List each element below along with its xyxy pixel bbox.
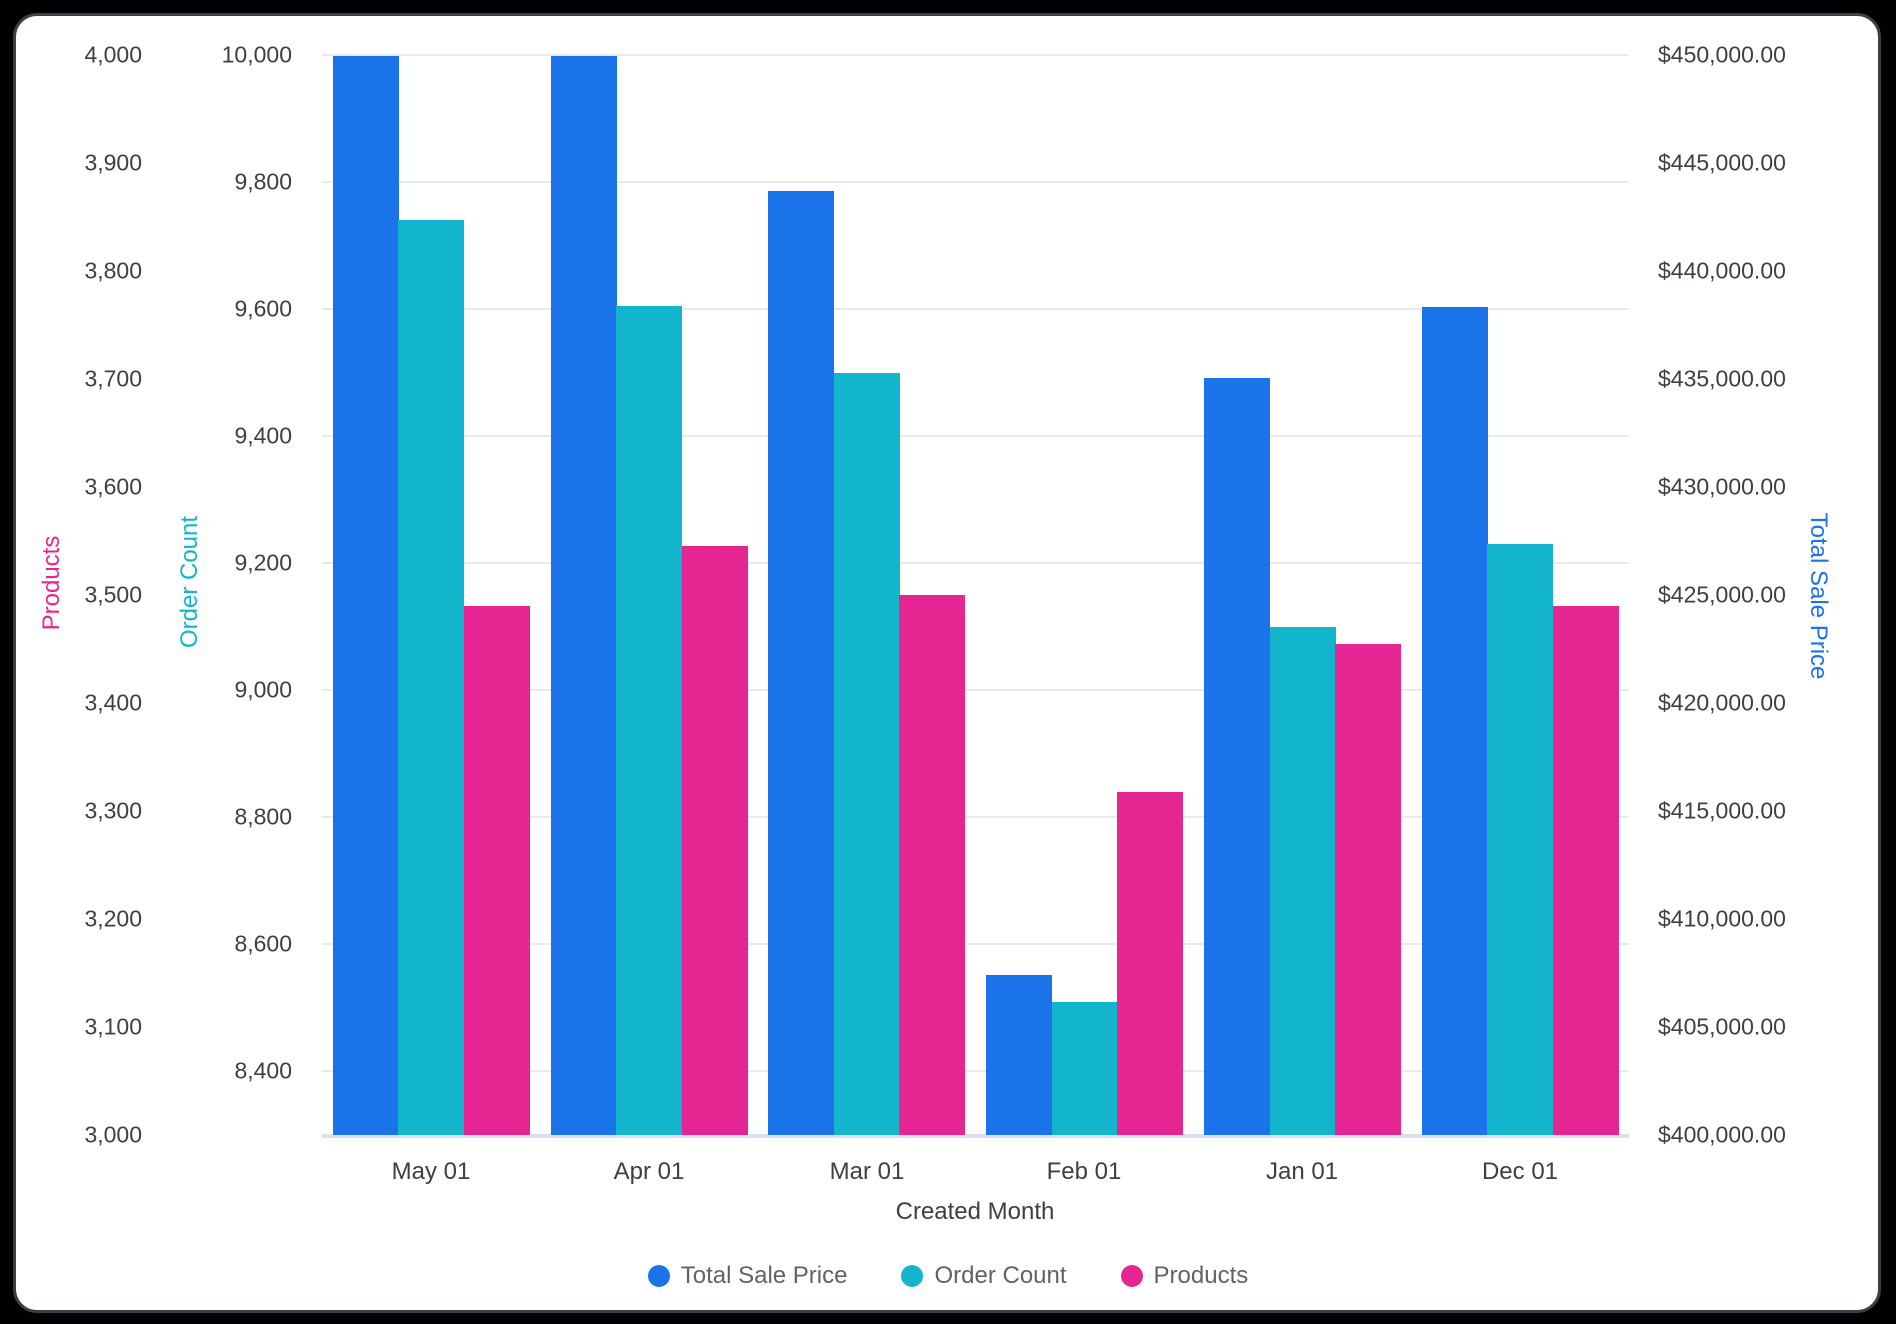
gridline: [322, 181, 1629, 183]
bar-products-jan-01[interactable]: [1335, 644, 1401, 1135]
legend-dot-products: [1120, 1265, 1143, 1287]
legend-dot-total-sale-price: [647, 1265, 670, 1287]
bar-total-sale-price-mar-01[interactable]: [768, 191, 834, 1135]
order-count-axis-title: Order Count: [176, 515, 203, 649]
bar-products-mar-01[interactable]: [899, 595, 965, 1135]
x-axis-tick-mar-01: Mar 01: [829, 1158, 905, 1185]
order-count-axis-tick: 9,200: [234, 549, 292, 576]
bar-order-count-mar-01[interactable]: [834, 373, 900, 1135]
legend-item-products[interactable]: Products: [1120, 1262, 1249, 1290]
x-axis-title: Created Month: [895, 1198, 1055, 1225]
legend-item-total-sale-price[interactable]: Total Sale Price: [647, 1262, 848, 1290]
x-axis-tick-may-01: May 01: [391, 1158, 471, 1185]
bar-order-count-dec-01[interactable]: [1487, 544, 1553, 1135]
gridline: [322, 54, 1629, 56]
x-axis-tick-jan-01: Jan 01: [1265, 1158, 1339, 1185]
products-axis-tick: 3,600: [84, 473, 142, 500]
bar-total-sale-price-dec-01[interactable]: [1422, 307, 1488, 1135]
legend-label: Products: [1153, 1262, 1249, 1289]
bar-order-count-jan-01[interactable]: [1270, 627, 1336, 1135]
gridline: [322, 816, 1629, 818]
bar-products-feb-01[interactable]: [1117, 792, 1183, 1135]
gridline: [322, 689, 1629, 691]
order-count-axis-tick: 9,000: [234, 676, 292, 703]
bar-total-sale-price-apr-01[interactable]: [551, 56, 617, 1135]
bar-order-count-apr-01[interactable]: [616, 306, 682, 1135]
products-axis-tick: 3,400: [84, 689, 142, 716]
products-axis-tick: 4,000: [84, 41, 142, 68]
x-axis-tick-dec-01: Dec 01: [1481, 1158, 1559, 1185]
total-sale-price-axis-tick: $440,000.00: [1658, 257, 1786, 284]
order-count-axis-tick: 9,800: [234, 168, 292, 195]
products-axis-tick: 3,100: [84, 1013, 142, 1040]
products-axis-tick: 3,200: [84, 905, 142, 932]
products-axis-tick: 3,300: [84, 797, 142, 824]
products-axis-tick: 3,500: [84, 581, 142, 608]
gridline: [322, 562, 1629, 564]
total-sale-price-axis-tick: $400,000.00: [1658, 1121, 1786, 1148]
bar-total-sale-price-feb-01[interactable]: [986, 975, 1052, 1135]
total-sale-price-axis-tick: $405,000.00: [1658, 1013, 1786, 1040]
bar-order-count-may-01[interactable]: [398, 220, 464, 1135]
total-sale-price-axis-tick: $410,000.00: [1658, 905, 1786, 932]
legend-dot-order-count: [901, 1265, 924, 1287]
bar-order-count-feb-01[interactable]: [1052, 1002, 1118, 1135]
bar-total-sale-price-jan-01[interactable]: [1204, 378, 1270, 1135]
legend-item-order-count[interactable]: Order Count: [901, 1262, 1067, 1290]
products-axis-tick: 3,800: [84, 257, 142, 284]
products-axis-tick: 3,900: [84, 149, 142, 176]
bar-products-apr-01[interactable]: [682, 546, 748, 1135]
bar-total-sale-price-may-01[interactable]: [333, 56, 399, 1135]
total-sale-price-axis-tick: $430,000.00: [1658, 473, 1786, 500]
total-sale-price-axis-tick: $415,000.00: [1658, 797, 1786, 824]
legend: Total Sale Price Order Count Products: [0, 1262, 1896, 1290]
gridline: [322, 435, 1629, 437]
legend-label: Total Sale Price: [680, 1262, 848, 1289]
total-sale-price-axis-tick: $425,000.00: [1658, 581, 1786, 608]
gridline: [322, 943, 1629, 945]
order-count-axis-tick: 8,600: [234, 930, 292, 957]
total-sale-price-axis-tick: $420,000.00: [1658, 689, 1786, 716]
gridline: [322, 308, 1629, 310]
total-sale-price-axis-tick: $445,000.00: [1658, 149, 1786, 176]
x-axis-line: [322, 1134, 1629, 1138]
products-axis-tick: 3,000: [84, 1121, 142, 1148]
x-axis-tick-feb-01: Feb 01: [1046, 1158, 1122, 1185]
order-count-axis-tick: 9,400: [234, 422, 292, 449]
legend-label: Order Count: [934, 1262, 1067, 1289]
total-sale-price-axis-tick: $435,000.00: [1658, 365, 1786, 392]
order-count-axis-tick: 9,600: [234, 295, 292, 322]
x-axis-tick-apr-01: Apr 01: [613, 1158, 685, 1185]
total-sale-price-axis-tick: $450,000.00: [1658, 41, 1786, 68]
order-count-axis-tick: 10,000: [221, 41, 292, 68]
products-axis-tick: 3,700: [84, 365, 142, 392]
bar-products-may-01[interactable]: [464, 606, 530, 1135]
gridline: [322, 1070, 1629, 1072]
bar-products-dec-01[interactable]: [1553, 606, 1619, 1135]
order-count-axis-tick: 8,800: [234, 803, 292, 830]
order-count-axis-tick: 8,400: [234, 1057, 292, 1084]
